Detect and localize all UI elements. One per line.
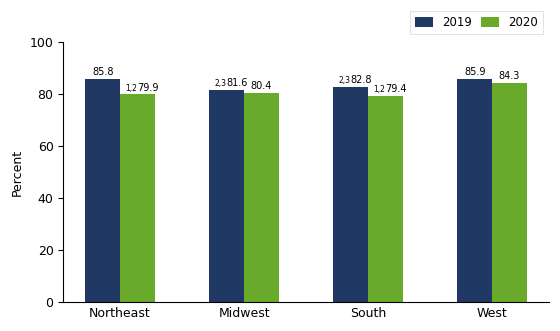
Bar	[368, 96, 403, 302]
Bar	[244, 93, 279, 302]
Y-axis label: Percent: Percent	[11, 149, 24, 196]
Bar	[120, 94, 155, 302]
Text: 84.3: 84.3	[499, 71, 520, 81]
Text: 82.8: 82.8	[351, 75, 372, 85]
Text: 85.8: 85.8	[92, 68, 114, 77]
Text: 85.9: 85.9	[464, 67, 486, 77]
Text: 79.9: 79.9	[137, 83, 159, 93]
Text: 79.4: 79.4	[385, 84, 407, 94]
Text: 80.4: 80.4	[251, 81, 272, 91]
Bar	[209, 90, 244, 302]
Text: 2,3: 2,3	[214, 79, 227, 88]
Bar	[492, 83, 527, 302]
Bar	[333, 87, 368, 302]
Bar	[85, 79, 120, 302]
Text: 1,2: 1,2	[374, 85, 385, 94]
Text: 81.6: 81.6	[227, 78, 248, 88]
Text: 1,2: 1,2	[125, 84, 137, 93]
Legend: 2019, 2020: 2019, 2020	[410, 11, 543, 33]
Text: 2,3: 2,3	[339, 76, 351, 85]
Bar	[458, 79, 492, 302]
